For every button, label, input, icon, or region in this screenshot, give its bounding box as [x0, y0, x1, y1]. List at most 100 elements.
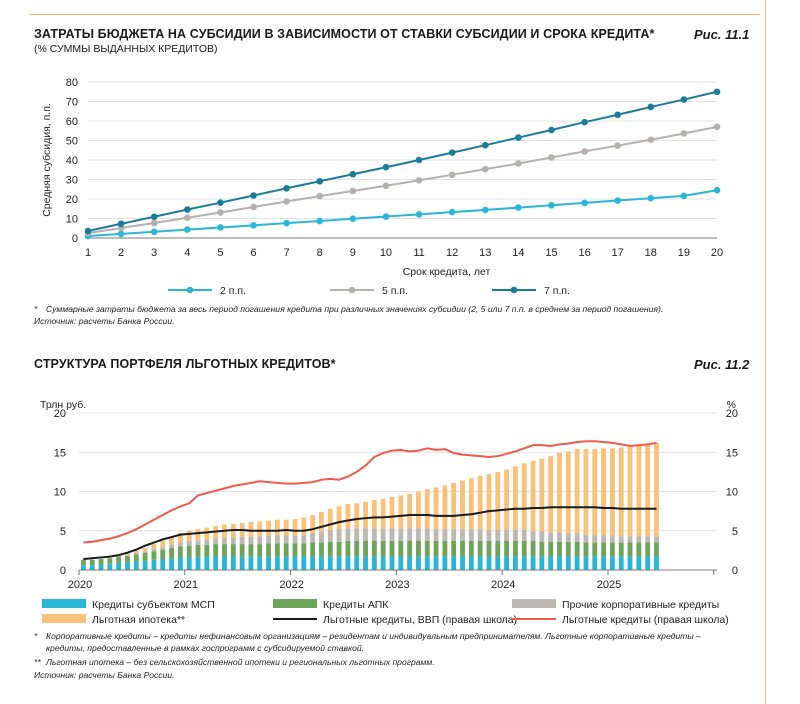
bar-segment [222, 556, 227, 570]
bar-segment [592, 449, 598, 536]
bar-segment [107, 558, 113, 564]
bar-segment [336, 556, 342, 570]
series-line [83, 506, 657, 561]
bar-segment [583, 449, 589, 535]
fig1-label: Рис. 11.1 [694, 27, 750, 42]
bar-segment [451, 482, 457, 530]
y-tick-label: 10 [66, 214, 78, 226]
data-point [448, 171, 456, 179]
bar-segment [636, 556, 642, 570]
legend-label: Льготные кредиты, ВВП (правая школа) [323, 614, 517, 626]
bar-segment [142, 552, 148, 561]
bar-segment [565, 451, 571, 534]
bar-segment [151, 544, 157, 549]
bar-segment [416, 528, 421, 541]
bar-segment [504, 469, 510, 530]
bar-segment [283, 543, 289, 557]
y-left-tick-label: 15 [54, 447, 66, 459]
bar-segment [539, 541, 545, 557]
bar-segment [160, 547, 166, 550]
bar-segment [548, 541, 554, 557]
data-point [150, 213, 158, 221]
fig1-subtitle: (% СУММЫ ВЫДАННЫХ КРЕДИТОВ) [34, 43, 218, 55]
bar-segment [80, 565, 86, 570]
data-point [283, 184, 290, 192]
x-tick-label: 19 [678, 247, 690, 259]
bar-segment [142, 548, 148, 552]
data-point [448, 208, 456, 216]
data-point [515, 204, 522, 211]
bar-segment [645, 536, 651, 543]
bar-segment [230, 544, 236, 557]
bar-segment [274, 543, 280, 557]
bar-segment [618, 556, 624, 570]
data-point [150, 228, 158, 236]
bar-segment [513, 466, 518, 530]
y-right-tick-label: 20 [726, 408, 738, 420]
bar-segment [319, 511, 324, 532]
data-point [382, 182, 390, 190]
data-point [415, 176, 423, 184]
bar-segment [618, 447, 624, 537]
bar-segment [327, 508, 333, 530]
bar-segment [169, 548, 174, 559]
bar-segment [213, 556, 219, 570]
x-axis-title: Срок кредита, лет [403, 266, 491, 278]
bar-segment [574, 449, 580, 534]
bar-segment [283, 519, 289, 536]
y-left-tick-label: 5 [60, 526, 66, 538]
bar-segment [389, 496, 395, 529]
bar-segment [301, 556, 307, 570]
bar-segment [363, 501, 368, 529]
bar-segment [565, 533, 571, 542]
x-tick-label: 9 [350, 247, 356, 259]
side-rule [765, 0, 766, 704]
bar-segment [257, 536, 263, 545]
series-line [83, 440, 657, 544]
fig1-source: Источник: расчеты Банка России. [34, 316, 175, 326]
bar-segment [504, 540, 510, 557]
bar-segment [116, 556, 122, 563]
bar-segment [592, 542, 598, 557]
bar-segment [239, 537, 245, 545]
page-frame [30, 8, 760, 704]
bar-segment [371, 556, 377, 570]
y-tick-label: 50 [66, 136, 78, 148]
bar-segment [530, 530, 536, 541]
bar-segment [371, 528, 377, 541]
bar-segment [257, 521, 263, 537]
y-tick-label: 80 [66, 77, 78, 89]
legend-swatch [42, 614, 86, 623]
x-tick-label: 17 [612, 247, 624, 259]
data-point [481, 206, 489, 214]
x-tick-label: 3 [151, 247, 157, 259]
bar-segment [583, 534, 589, 543]
bar-segment [248, 544, 254, 557]
bar-segment [345, 540, 351, 557]
bar-segment [618, 536, 624, 543]
bar-segment [416, 556, 421, 570]
data-point [184, 214, 191, 222]
bar-segment [222, 544, 227, 557]
bar-segment [195, 529, 201, 541]
bar-segment [433, 529, 439, 541]
y-right-tick-label: 15 [726, 447, 738, 459]
data-point [647, 103, 655, 111]
bar-segment [442, 556, 448, 570]
bar-segment [451, 556, 457, 570]
y-left-tick-label: 10 [54, 487, 66, 499]
bar-segment [601, 535, 607, 543]
bar-segment [310, 515, 316, 534]
bar-segment [424, 489, 430, 529]
bar-segment [433, 540, 439, 557]
bar-segment [504, 529, 510, 541]
data-point [184, 226, 191, 233]
x-tick-label: 2020 [68, 579, 92, 591]
bar-segment [407, 556, 413, 570]
bar-segment [565, 556, 571, 570]
bar-segment [177, 557, 183, 570]
y-right-axis-title: % [727, 399, 736, 411]
bar-segment [424, 556, 430, 570]
x-tick-label: 1 [85, 247, 91, 259]
